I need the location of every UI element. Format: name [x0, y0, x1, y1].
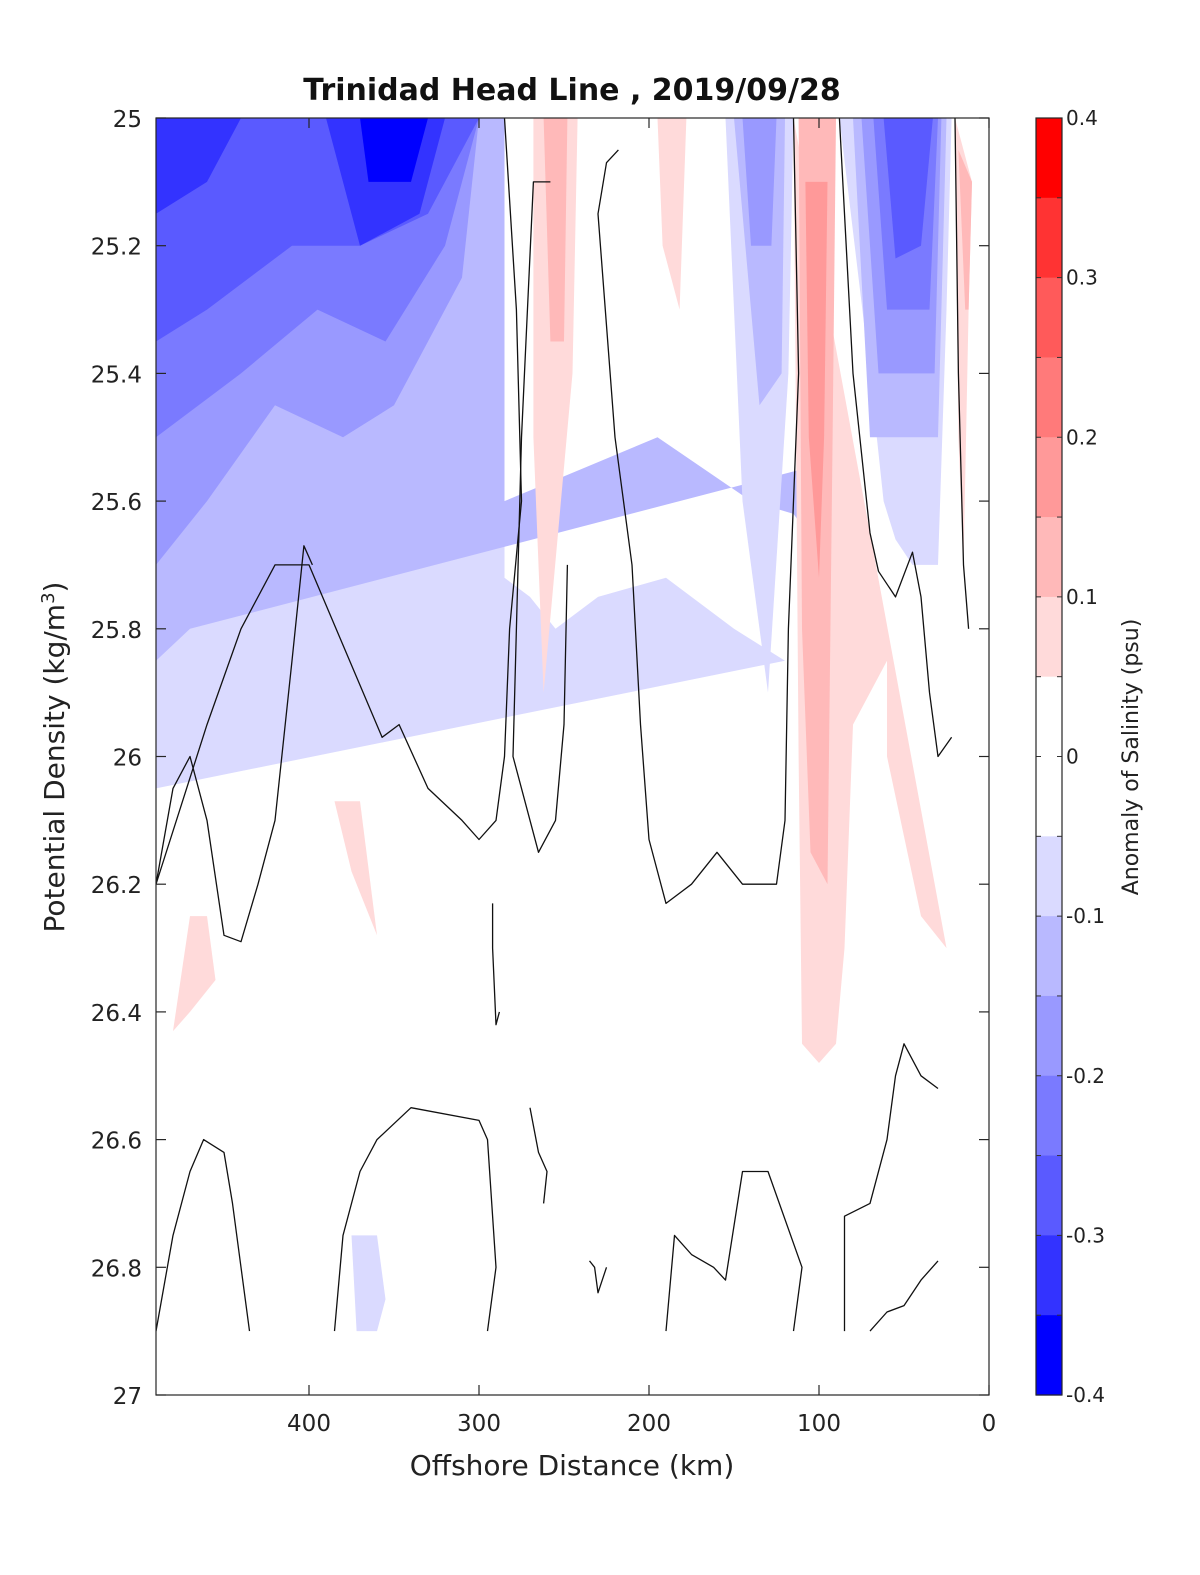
contour-line-11 — [597, 118, 800, 905]
filled-region-24 — [334, 801, 377, 936]
y-tick-label-8: 26.6 — [91, 1129, 142, 1155]
colorbar-segment-9 — [1036, 836, 1062, 917]
x-tick-label-1: 300 — [457, 1411, 501, 1437]
colorbar-segment-4 — [1036, 437, 1062, 518]
y-axis-label-superscript: 3 — [38, 592, 59, 603]
colorbar-tick-label-8: -0.4 — [1066, 1383, 1105, 1407]
filled-region-10 — [742, 118, 777, 246]
colorbar-segment-8 — [1036, 756, 1062, 837]
y-tick-label-9: 26.8 — [91, 1256, 142, 1282]
contour-line-1 — [156, 545, 313, 943]
contour-line-13 — [954, 118, 970, 629]
colorbar-segment-7 — [1036, 676, 1062, 758]
colorbar-tick-label-3: 0.1 — [1066, 585, 1098, 609]
colorbar-segment-14 — [1036, 1235, 1062, 1316]
contour-line-10 — [512, 181, 569, 853]
contour-line-12 — [838, 118, 953, 758]
y-tick-label-4: 25.8 — [91, 618, 142, 644]
y-tick-label-2: 25.4 — [91, 362, 142, 388]
filled-region-22 — [805, 181, 828, 578]
colorbar: 0.4 0.3 0.2 0.1 0 -0.1 -0.2 -0.3 -0.4 — [1035, 106, 1105, 1407]
contour-line-6 — [588, 1260, 608, 1294]
colorbar-segment-15 — [1036, 1315, 1062, 1396]
colorbar-segment-11 — [1036, 995, 1062, 1077]
x-tick-label-3: 100 — [797, 1411, 841, 1437]
colorbar-tick-label-6: -0.2 — [1066, 1064, 1105, 1088]
colorbar-segment-3 — [1036, 357, 1062, 438]
colorbar-tick-label-0: 0.4 — [1066, 106, 1098, 130]
contour-line-2 — [156, 1138, 251, 1332]
colorbar-segment-2 — [1036, 277, 1062, 359]
colorbar-segment-1 — [1036, 197, 1062, 279]
y-tick-label-5: 26 — [113, 746, 142, 772]
filled-contours — [156, 118, 972, 1332]
contour-line-4 — [529, 1107, 548, 1204]
colorbar-frame — [1035, 117, 1063, 1396]
y-axis-label-tail: ) — [38, 582, 71, 593]
contour-line-9 — [869, 1260, 939, 1332]
y-tick-label-3: 25.6 — [91, 490, 142, 516]
zero-contour-lines — [156, 118, 970, 1332]
filled-region-19 — [657, 118, 687, 310]
filled-region-7 — [360, 118, 428, 182]
y-axis-label: Potential Density (kg/m3) — [38, 582, 72, 933]
colorbar-segment-0 — [1036, 118, 1062, 199]
x-axis-label: Offshore Distance (km) — [410, 1449, 735, 1482]
filled-region-23 — [173, 916, 216, 1032]
colorbar-tick-label-5: -0.1 — [1066, 904, 1105, 928]
contour-line-3 — [333, 1107, 497, 1332]
x-tick-label-4: 0 — [982, 1411, 997, 1437]
contour-line-5 — [491, 903, 501, 1026]
colorbar-segment-13 — [1036, 1155, 1062, 1236]
y-tick-label-0: 25 — [113, 107, 142, 133]
x-tick-label-0: 400 — [287, 1411, 331, 1437]
x-axis: 400 300 200 100 0 — [287, 118, 996, 1437]
filled-region-17 — [533, 118, 578, 693]
filled-region-5 — [156, 118, 241, 214]
colorbar-segment-10 — [1036, 916, 1062, 997]
colorbar-tick-label-4: 0 — [1066, 745, 1079, 769]
filled-region-26 — [958, 149, 972, 310]
x-tick-label-2: 200 — [627, 1411, 671, 1437]
y-tick-label-1: 25.2 — [91, 235, 142, 261]
colorbar-segment-6 — [1036, 596, 1062, 678]
filled-region-18 — [543, 118, 568, 342]
colorbar-tick-label-1: 0.3 — [1066, 266, 1098, 290]
chart-title: Trinidad Head Line , 2019/09/28 — [303, 73, 840, 108]
filled-region-16 — [351, 1235, 386, 1332]
y-axis: 25 25.2 25.4 25.6 25.8 26 26.2 26.4 26.6 26.8 27 — [91, 107, 989, 1410]
colorbar-tick-label-7: -0.3 — [1066, 1223, 1105, 1247]
y-tick-label-6: 26.2 — [91, 873, 142, 899]
y-tick-label-7: 26.4 — [91, 1001, 142, 1027]
colorbar-label: Anomaly of Salinity (psu) — [1119, 619, 1144, 896]
colorbar-tick-label-2: 0.2 — [1066, 425, 1098, 449]
y-axis-label-main: Potential Density (kg/m — [38, 604, 71, 933]
contour-line-0 — [156, 118, 523, 885]
y-tick-label-10: 27 — [113, 1384, 142, 1410]
contour-line-8 — [843, 1043, 939, 1332]
colorbar-segment-12 — [1036, 1075, 1062, 1157]
contour-line-7 — [665, 1170, 803, 1332]
colorbar-segment-5 — [1036, 517, 1062, 598]
filled-region-15 — [883, 118, 933, 259]
